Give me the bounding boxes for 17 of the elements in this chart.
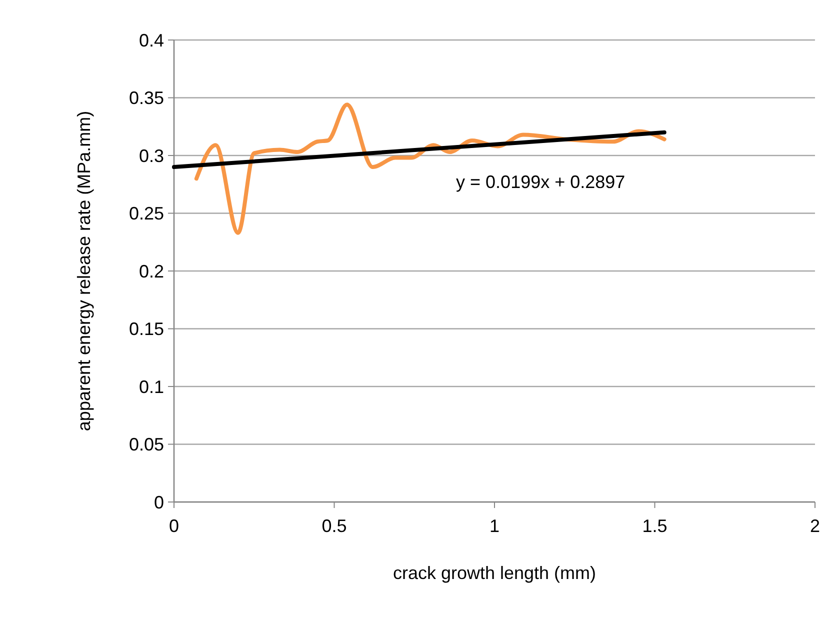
x-tick-label: 1 [489,516,500,536]
annotation: y = 0.0199x + 0.2897 [456,172,626,192]
y-tick-label: 0.25 [128,204,164,224]
x-axis-title: crack growth length (mm) [392,563,596,583]
y-tick-label: 0.15 [128,319,164,340]
y-tick-label: 0.4 [138,30,164,50]
y-tick-label: 0.35 [128,88,164,108]
y-tick-label: 0.1 [138,376,164,397]
y-tick-label: 0.2 [138,261,164,282]
x-tick-label: 2 [810,516,820,536]
y-axis-title: apparent energy release rate (MPa.mm) [74,110,94,432]
x-tick-label: 0.5 [322,516,347,536]
y-tick-label: 0.05 [128,434,164,455]
x-tick-label: 0 [168,516,180,536]
y-tick-label: 0 [154,492,164,512]
x-tick-label: 1.5 [642,516,668,536]
y-tick-label: 0.3 [138,146,164,166]
